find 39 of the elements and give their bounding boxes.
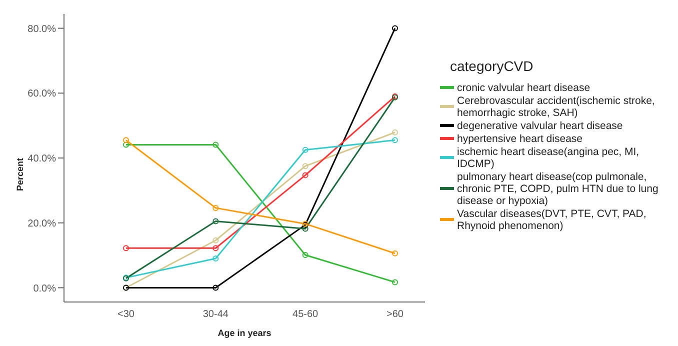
x-tick-label: 45-60	[292, 309, 319, 320]
point	[212, 218, 219, 224]
point	[212, 245, 219, 252]
point	[123, 142, 129, 148]
point	[212, 237, 219, 244]
point	[392, 279, 398, 286]
y-tick-label: 0.0%	[33, 283, 56, 294]
point	[392, 129, 398, 136]
point	[392, 137, 398, 144]
point	[302, 146, 308, 153]
legend-label: cronic valvular heart disease	[457, 82, 590, 94]
y-tick-label: 40.0%	[28, 154, 56, 165]
x-tick-label: 30-44	[202, 309, 229, 320]
y-tick-label: 80.0%	[28, 24, 56, 35]
y-tick-label: 60.0%	[28, 88, 56, 100]
y-tick-label: 20.0%	[28, 218, 56, 230]
x-tick-label: >60	[386, 309, 404, 320]
y-axis-title: Percent	[15, 158, 26, 192]
point	[392, 25, 398, 32]
point	[212, 256, 219, 262]
point	[123, 245, 129, 252]
x-axis-title: Age in years	[218, 328, 272, 338]
point	[302, 163, 308, 170]
legend-label: Cerebrovascular accident(ischemic stroke, hemorrhagic stroke, SAH)	[457, 95, 656, 119]
point	[392, 250, 398, 256]
legend-label: Vascular diseases(DVT, PTE, CVT, PAD, Rhynoid phenomenon)	[457, 208, 648, 232]
legend-label: pulmonary heart disease(cop pulmonale, chronic PTE, COPD, pulm HTN due to lung disease or hypoxia)	[457, 171, 660, 207]
legend-label: hypertensive heart disease	[457, 133, 582, 145]
point	[212, 204, 219, 211]
point	[302, 252, 308, 258]
x-tick-label: <30	[118, 309, 135, 320]
legend-label: ischemic heart disease(angina pec, MI, IDCMP)	[457, 146, 640, 170]
point	[302, 172, 308, 178]
point	[302, 226, 308, 232]
legend-label: degenerative valvular heart disease	[457, 120, 623, 132]
point	[212, 142, 219, 148]
legend-title: categoryCVD	[450, 58, 534, 74]
point	[123, 137, 129, 144]
point	[212, 284, 219, 291]
